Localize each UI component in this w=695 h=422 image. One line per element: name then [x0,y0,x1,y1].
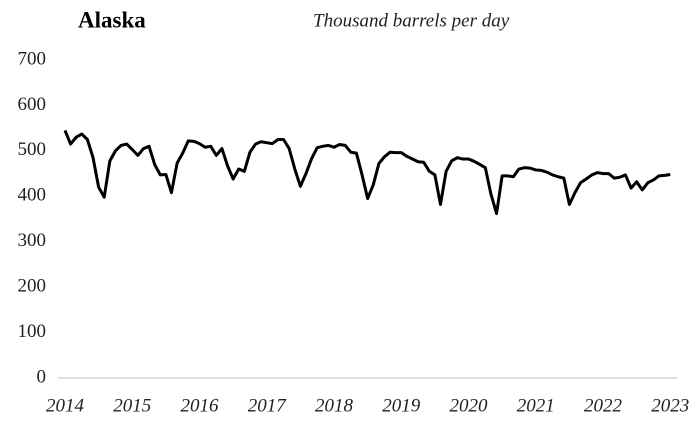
y-tick-label: 300 [18,230,47,251]
line [63,129,671,216]
y-tick-label: 0 [37,366,47,387]
x-tick-label: 2023 [651,395,689,416]
x-tick-label: 2016 [181,395,220,416]
y-tick-label: 600 [18,94,47,115]
y-tick-label: 500 [18,139,47,160]
x-tick-label: 2019 [382,395,421,416]
x-tick-label: 2021 [517,395,555,416]
x-tick-label: 2018 [315,395,354,416]
y-tick-label: 400 [18,185,47,206]
x-tick-label: 2020 [450,395,489,416]
y-tick-label: 700 [18,48,47,69]
x-tick-label: 2022 [584,395,623,416]
x-tick-label: 2017 [248,395,288,416]
x-tick-label: 2015 [113,395,151,416]
y-tick-label: 200 [18,276,47,297]
x-tick-label: 2014 [46,395,85,416]
y-tick-label: 100 [18,321,47,342]
chart-subtitle: Thousand barrels per day [313,10,510,31]
chart-title: Alaska [78,7,146,32]
